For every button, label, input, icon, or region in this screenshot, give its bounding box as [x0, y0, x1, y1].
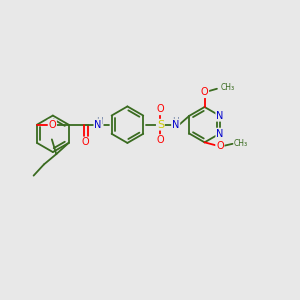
- Text: O: O: [49, 120, 56, 130]
- Text: O: O: [82, 137, 89, 147]
- Text: O: O: [157, 135, 164, 145]
- Text: CH₃: CH₃: [221, 83, 235, 92]
- Text: N: N: [172, 120, 179, 130]
- Text: N: N: [94, 120, 102, 130]
- Text: H: H: [172, 117, 179, 126]
- Text: N: N: [216, 111, 224, 121]
- Text: N: N: [216, 128, 224, 139]
- Text: O: O: [216, 141, 224, 151]
- Text: S: S: [157, 120, 164, 130]
- Text: H: H: [96, 117, 103, 126]
- Text: CH₃: CH₃: [234, 139, 248, 148]
- Text: O: O: [157, 104, 164, 114]
- Text: O: O: [201, 87, 208, 97]
